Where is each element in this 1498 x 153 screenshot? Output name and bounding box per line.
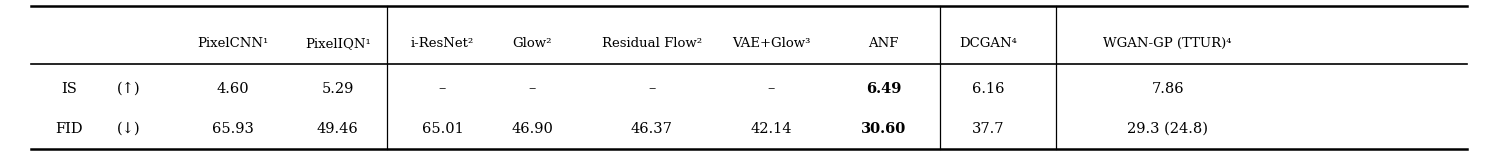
Text: VAE+Glow³: VAE+Glow³	[733, 37, 810, 50]
Text: (↓): (↓)	[117, 122, 141, 136]
Text: 65.01: 65.01	[421, 122, 463, 136]
Text: 6.16: 6.16	[972, 82, 1005, 95]
Text: 49.46: 49.46	[318, 122, 358, 136]
Text: 5.29: 5.29	[322, 82, 354, 95]
Text: –: –	[649, 82, 656, 95]
Text: WGAN-GP (TTUR)⁴: WGAN-GP (TTUR)⁴	[1104, 37, 1231, 50]
Text: DCGAN⁴: DCGAN⁴	[959, 37, 1017, 50]
Text: i-ResNet²: i-ResNet²	[410, 37, 473, 50]
Text: 37.7: 37.7	[972, 122, 1005, 136]
Text: –: –	[439, 82, 446, 95]
Text: ANF: ANF	[869, 37, 899, 50]
Text: 7.86: 7.86	[1152, 82, 1183, 95]
Text: 42.14: 42.14	[750, 122, 792, 136]
Text: 46.37: 46.37	[631, 122, 673, 136]
Text: –: –	[768, 82, 774, 95]
Text: 46.90: 46.90	[511, 122, 553, 136]
Text: 65.93: 65.93	[213, 122, 255, 136]
Text: (↑): (↑)	[117, 82, 141, 95]
Text: IS: IS	[61, 82, 76, 95]
Text: FID: FID	[55, 122, 82, 136]
Text: 4.60: 4.60	[217, 82, 250, 95]
Text: Residual Flow²: Residual Flow²	[602, 37, 703, 50]
Text: 29.3 (24.8): 29.3 (24.8)	[1126, 122, 1209, 136]
Text: 30.60: 30.60	[861, 122, 906, 136]
Text: 6.49: 6.49	[866, 82, 902, 95]
Text: PixelIQN¹: PixelIQN¹	[306, 37, 370, 50]
Text: Glow²: Glow²	[512, 37, 551, 50]
Text: –: –	[529, 82, 536, 95]
Text: PixelCNN¹: PixelCNN¹	[198, 37, 268, 50]
